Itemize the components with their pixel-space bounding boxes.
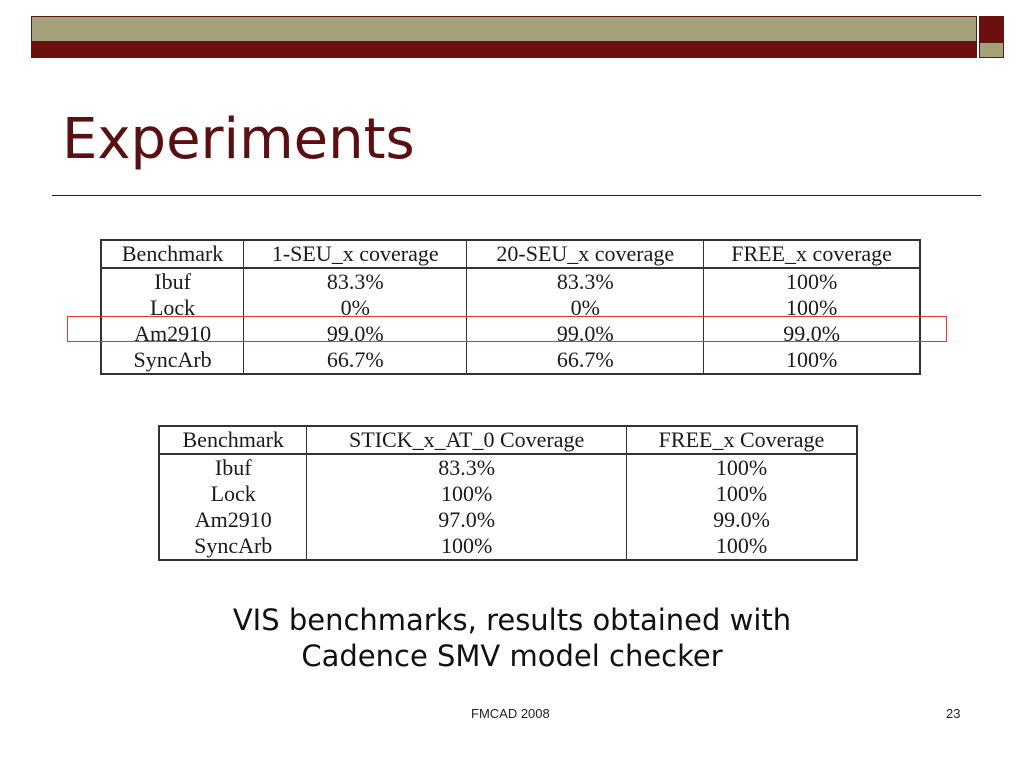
column-header: 1-SEU_x coverage xyxy=(243,240,468,269)
column-header: Benchmark xyxy=(158,426,308,455)
table-row: Am2910 97.0% 99.0% xyxy=(158,507,858,533)
top-banner-olive xyxy=(31,16,977,42)
table-cell: Ibuf xyxy=(100,268,245,295)
table-row: Lock 100% 100% xyxy=(158,481,858,507)
table-row: SyncArb 66.7% 66.7% 100% xyxy=(100,347,921,374)
title-divider xyxy=(52,195,981,196)
table-cell: SyncArb xyxy=(158,533,308,560)
table-header-row: Benchmark STICK_x_AT_0 Coverage FREE_x C… xyxy=(158,426,858,455)
table-cell: 100% xyxy=(703,268,921,295)
column-header: STICK_x_AT_0 Coverage xyxy=(306,426,627,455)
column-header: FREE_x coverage xyxy=(703,240,921,269)
caption-line: VIS benchmarks, results obtained with xyxy=(232,603,792,637)
highlight-box-am2910 xyxy=(67,316,947,342)
table-cell: 100% xyxy=(625,533,858,560)
table-cell: 97.0% xyxy=(306,507,627,533)
corner-square-maroon xyxy=(979,16,1004,42)
top-banner-maroon xyxy=(31,42,977,58)
coverage-table-stuck-at: Benchmark STICK_x_AT_0 Coverage FREE_x C… xyxy=(158,425,858,561)
slide-caption: VIS benchmarks, results obtained with Ca… xyxy=(0,602,1024,674)
coverage-table-seu: Benchmark 1-SEU_x coverage 20-SEU_x cove… xyxy=(100,239,921,375)
table-row: Ibuf 83.3% 83.3% 100% xyxy=(100,268,921,295)
table-cell: 83.3% xyxy=(243,268,468,295)
table-cell: Ibuf xyxy=(158,454,308,481)
table-cell: 99.0% xyxy=(466,321,705,347)
column-header: FREE_x Coverage xyxy=(625,426,858,455)
column-header: Benchmark xyxy=(100,240,245,269)
column-header: 20-SEU_x coverage xyxy=(466,240,705,269)
table-header-row: Benchmark 1-SEU_x coverage 20-SEU_x cove… xyxy=(100,240,921,269)
footer-page-number: 23 xyxy=(946,706,961,721)
slide-title: Experiments xyxy=(62,107,415,172)
table-cell: 100% xyxy=(306,533,627,560)
table-cell: Am2910 xyxy=(158,507,308,533)
table-row: Ibuf 83.3% 100% xyxy=(158,454,858,481)
table-cell: 83.3% xyxy=(466,268,705,295)
table-cell: 66.7% xyxy=(466,347,705,374)
caption-line: Cadence SMV model checker xyxy=(301,639,723,673)
table-row: SyncArb 100% 100% xyxy=(158,533,858,560)
table-cell: 99.0% xyxy=(625,507,858,533)
table-cell: 100% xyxy=(625,481,858,507)
table-cell: 83.3% xyxy=(306,454,627,481)
footer-event: FMCAD 2008 xyxy=(471,706,550,721)
table-cell: 100% xyxy=(625,454,858,481)
table-cell: 66.7% xyxy=(243,347,468,374)
table-cell: SyncArb xyxy=(100,347,245,374)
table-cell: 100% xyxy=(306,481,627,507)
table-cell: Lock xyxy=(158,481,308,507)
corner-square-olive xyxy=(979,42,1004,58)
table-cell: 100% xyxy=(703,347,921,374)
